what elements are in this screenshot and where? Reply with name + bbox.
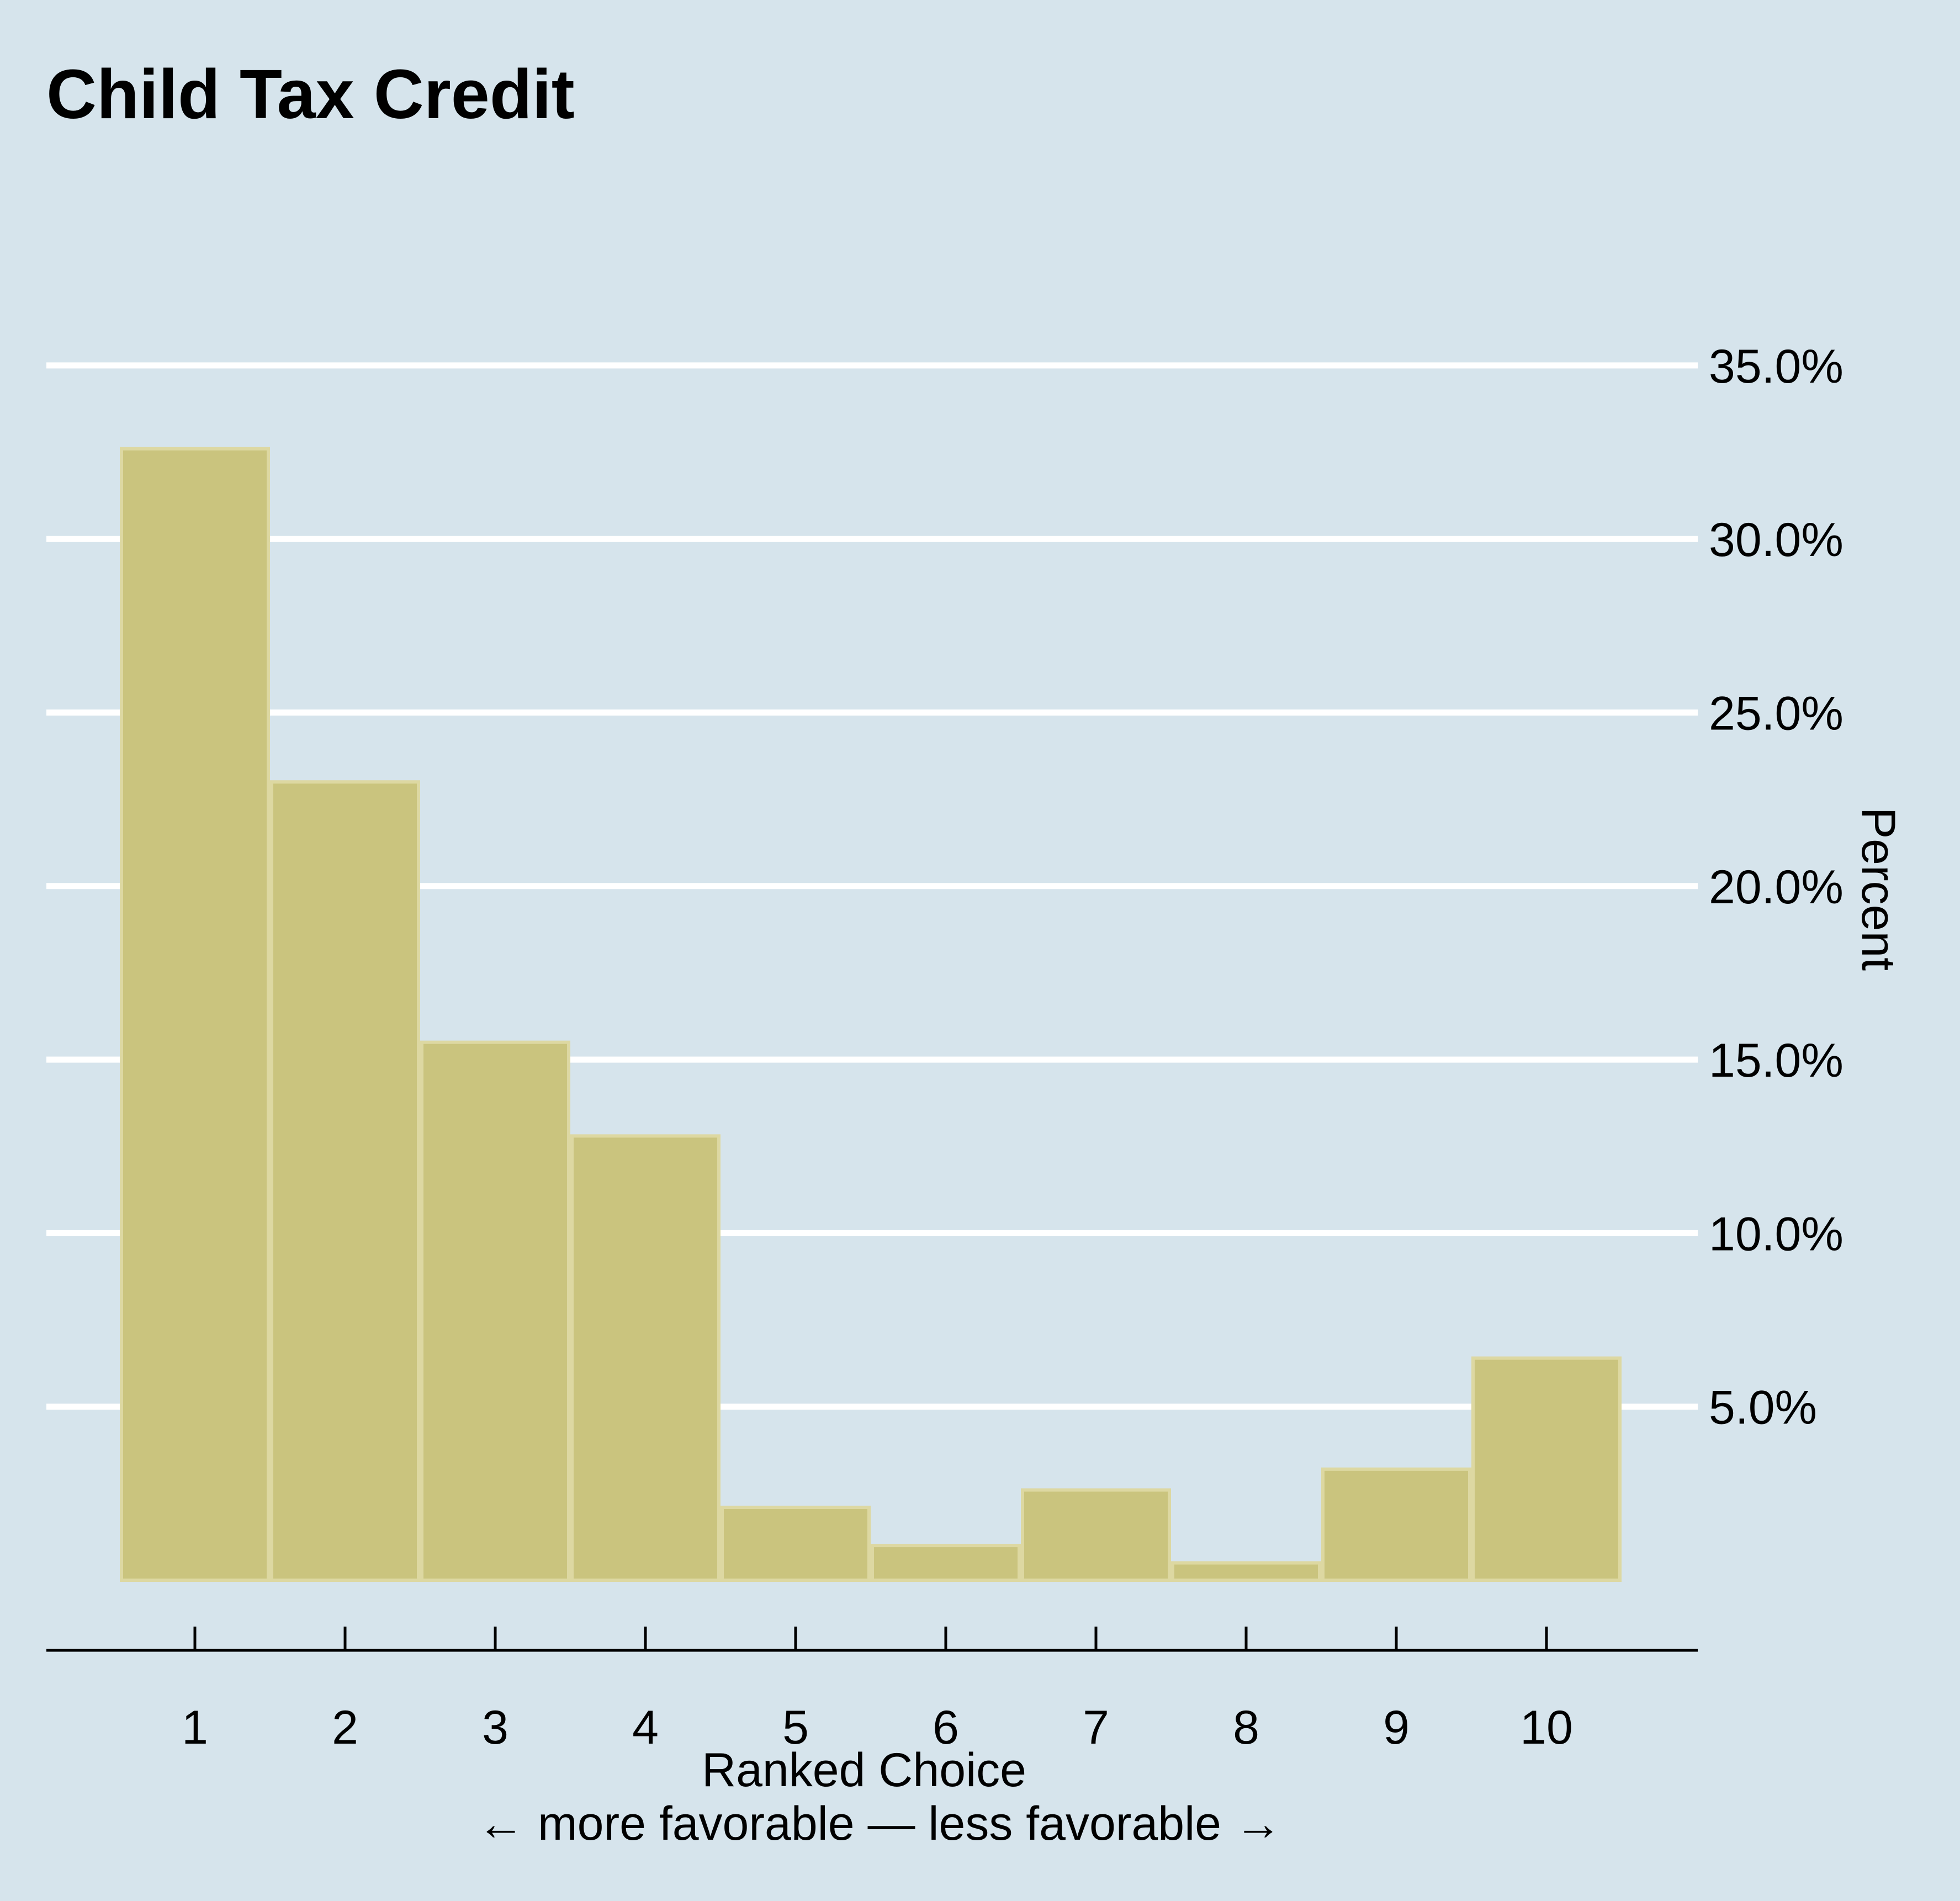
y-tick-label: 20.0% <box>1709 861 1844 914</box>
bar-8 <box>1171 1561 1321 1582</box>
x-axis-direction-note: ← more favorable — less favorable → <box>477 1797 1282 1850</box>
y-tick-label: 30.0% <box>1709 513 1844 566</box>
y-tick-label: 5.0% <box>1709 1381 1817 1434</box>
y-tick-label: 10.0% <box>1709 1208 1844 1261</box>
bar-3 <box>420 1040 570 1582</box>
x-tick-label: 1 <box>182 1701 208 1754</box>
x-tick-label: 6 <box>933 1701 959 1754</box>
x-tick-label: 5 <box>782 1701 809 1754</box>
x-axis: 1 2 3 4 5 6 7 8 9 10 <box>46 1627 1698 1754</box>
x-tick-label: 2 <box>332 1701 358 1754</box>
x-tick-label: 8 <box>1233 1701 1259 1754</box>
y-tick-labels: 5.0% 10.0% 15.0% 20.0% 25.0% 30.0% 35.0% <box>1709 340 1844 1434</box>
bar-6 <box>871 1544 1021 1582</box>
x-tick-label: 10 <box>1520 1701 1573 1754</box>
y-tick-label: 25.0% <box>1709 687 1844 740</box>
bar-5 <box>721 1505 871 1582</box>
x-tick-label: 9 <box>1383 1701 1410 1754</box>
x-tick-label: 4 <box>632 1701 659 1754</box>
bar-9 <box>1321 1467 1471 1582</box>
x-tick-label: 7 <box>1083 1701 1109 1754</box>
bar-10 <box>1471 1356 1622 1582</box>
bar-1 <box>120 447 270 1582</box>
x-tick-label: 3 <box>482 1701 508 1754</box>
x-axis-label: Ranked Choice <box>702 1744 1026 1797</box>
bar-7 <box>1021 1488 1171 1582</box>
y-axis-label: Percent <box>1852 807 1905 971</box>
y-tick-label: 15.0% <box>1709 1034 1844 1087</box>
bars <box>120 447 1622 1582</box>
bar-2 <box>270 780 420 1582</box>
bar-4 <box>570 1134 721 1582</box>
chart-title: Child Tax Credit <box>46 55 575 133</box>
y-tick-label: 35.0% <box>1709 340 1844 393</box>
